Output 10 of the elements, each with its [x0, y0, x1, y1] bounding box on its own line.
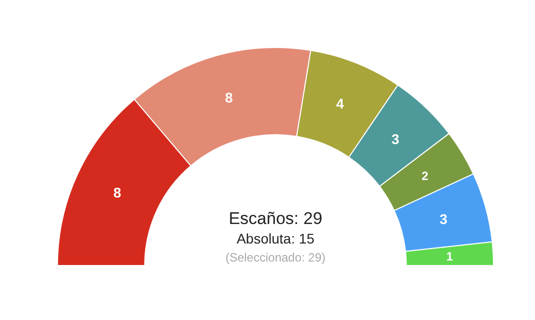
data-label: 3 [392, 130, 400, 147]
text: Absoluta: 15 [236, 230, 315, 246]
data-label: 2 [422, 169, 429, 184]
data-label: 8 [224, 89, 233, 106]
data-label: 3 [440, 210, 448, 227]
data-label: 8 [113, 184, 122, 200]
text: (Seleccionado: 29) [225, 250, 326, 264]
data-label: 1 [446, 250, 454, 264]
text: Escaños: 29 [228, 208, 322, 228]
data-label: 4 [336, 95, 344, 112]
